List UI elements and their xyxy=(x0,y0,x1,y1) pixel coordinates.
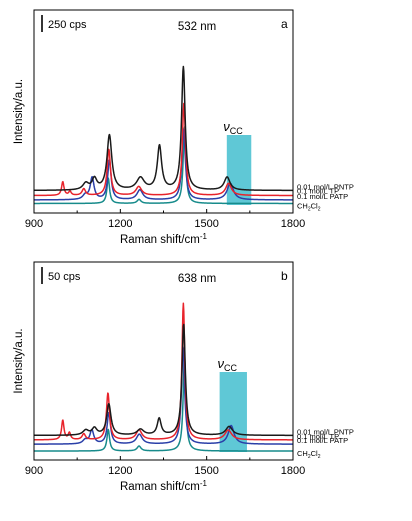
x-axis-label: Raman shift/cm-1 xyxy=(120,232,208,246)
spectrum-ch2cl2 xyxy=(33,355,294,452)
spectrum-ch2cl2 xyxy=(33,126,294,205)
spectrum-0-1-mol-l-patp xyxy=(33,346,294,445)
legend-0-1-mol-l-patp: 0.1 mol/L PATP xyxy=(297,192,348,201)
legend-0-01-mol-l-pntp: 0.01 mol/L PNTP xyxy=(297,182,354,191)
vcc-label: νCC xyxy=(223,119,243,136)
legend-0-1-mol-l-patp: 0.1 mol/L PATP xyxy=(297,436,348,445)
spectrum-0-1-mol-l-tp xyxy=(33,302,294,441)
vcc-band-highlight xyxy=(226,135,252,205)
spectrum-0-01-mol-l-pntp xyxy=(33,65,294,192)
x-tick-label: 1500 xyxy=(194,218,218,230)
excitation-wavelength-label: 532 nm xyxy=(178,21,216,33)
plot-frame xyxy=(33,9,294,214)
spectrum-0-1-mol-l-tp xyxy=(33,102,294,197)
scale-bar-label: 250 cps xyxy=(48,19,87,31)
scale-bar-label: 50 cps xyxy=(48,271,81,283)
legend-ch2cl2: CH2Cl2 xyxy=(297,449,321,460)
legend-0-1-mol-l-tp: 0.1 mol/L TP xyxy=(297,432,339,441)
x-tick-label: 1500 xyxy=(194,465,218,477)
y-axis-label: Intensity/a.u. xyxy=(13,328,25,393)
x-tick-label: 1200 xyxy=(108,465,132,477)
x-tick-label: 1800 xyxy=(281,218,305,230)
x-tick-label: 900 xyxy=(25,465,43,477)
spectrum-0-1-mol-l-patp xyxy=(33,128,294,201)
legend-ch2cl2: CH2Cl2 xyxy=(297,201,321,212)
legend-0-01-mol-l-pntp: 0.01 mol/L PNTP xyxy=(297,427,354,436)
panel-letter: a xyxy=(281,17,288,31)
excitation-wavelength-label: 638 nm xyxy=(178,273,216,285)
panel-letter: b xyxy=(281,269,288,283)
y-axis-label: Intensity/a.u. xyxy=(13,79,25,144)
x-tick-label: 1800 xyxy=(281,465,305,477)
x-tick-label: 1200 xyxy=(108,218,132,230)
spectrum-0-01-mol-l-pntp xyxy=(33,323,294,437)
legend-0-1-mol-l-tp: 0.1 mol/L TP xyxy=(297,186,339,195)
x-axis-label: Raman shift/cm-1 xyxy=(120,479,208,493)
x-tick-label: 900 xyxy=(25,218,43,230)
vcc-label: νCC xyxy=(218,356,238,373)
